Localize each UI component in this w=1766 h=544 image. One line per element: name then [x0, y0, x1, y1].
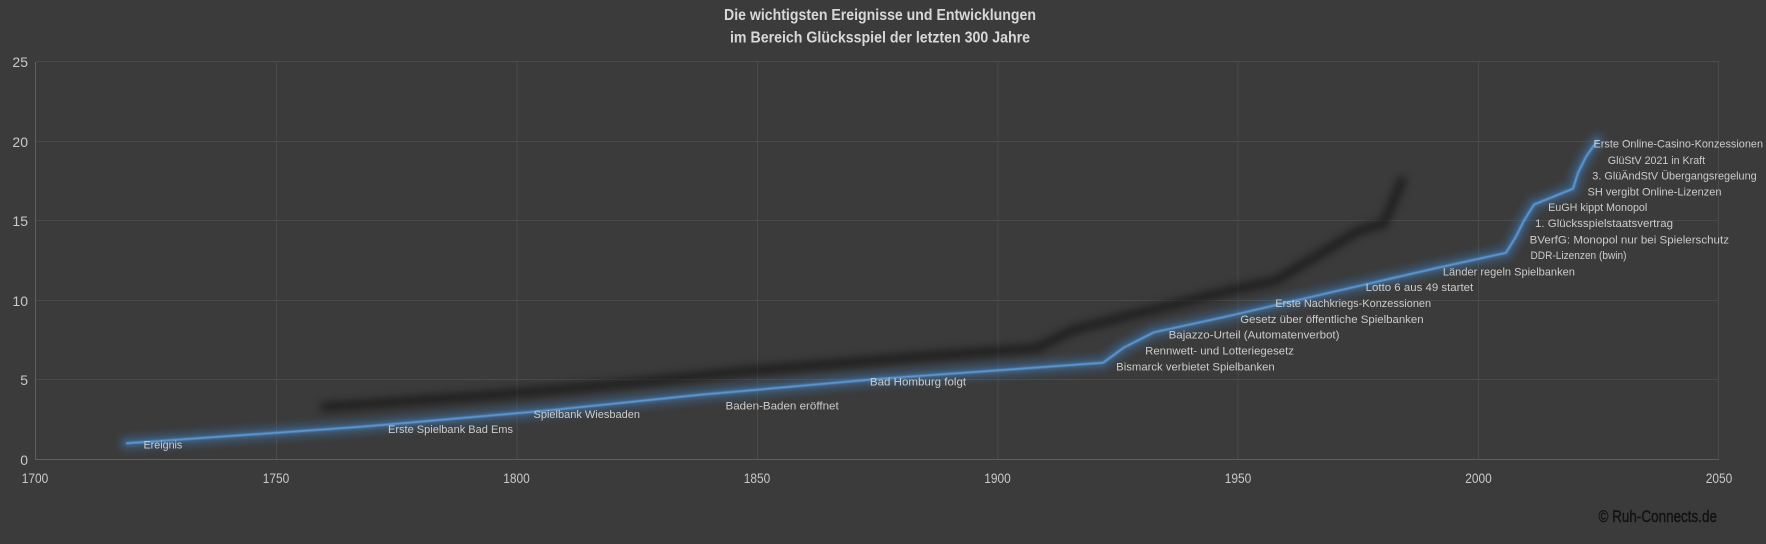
svg-text:Lotto 6 aus 49 startet: Lotto 6 aus 49 startet — [1366, 282, 1474, 294]
svg-text:Rennwett- und Lotteriegesetz: Rennwett- und Lotteriegesetz — [1145, 345, 1294, 357]
svg-text:20: 20 — [12, 134, 28, 150]
svg-text:Länder regeln Spielbanken: Länder regeln Spielbanken — [1443, 266, 1575, 278]
svg-text:Bismarck verbietet Spielbanken: Bismarck verbietet Spielbanken — [1116, 361, 1275, 373]
svg-text:Erste Online-Casino-Konzession: Erste Online-Casino-Konzessionen — [1594, 139, 1764, 151]
svg-text:Erste Spielbank Bad Ems: Erste Spielbank Bad Ems — [388, 424, 513, 436]
svg-text:BVerfG: Monopol nur bei Spiele: BVerfG: Monopol nur bei Spielerschutz — [1530, 235, 1729, 247]
svg-text:1900: 1900 — [984, 470, 1011, 486]
svg-text:1850: 1850 — [744, 470, 771, 486]
svg-text:EuGH kippt Monopol: EuGH kippt Monopol — [1548, 202, 1647, 214]
svg-text:Ereignis: Ereignis — [144, 439, 183, 451]
svg-text:Bajazzo-Urteil (Automatenverbo: Bajazzo-Urteil (Automatenverbot) — [1169, 330, 1340, 342]
svg-text:DDR-Lizenzen (bwin): DDR-Lizenzen (bwin) — [1531, 250, 1627, 262]
svg-text:Die wichtigsten Ereignisse und: Die wichtigsten Ereignisse und Entwicklu… — [724, 7, 1036, 24]
svg-text:2050: 2050 — [1706, 470, 1733, 486]
svg-text:1700: 1700 — [22, 470, 49, 486]
svg-text:1750: 1750 — [263, 470, 290, 486]
svg-text:Gesetz über öffentliche Spielb: Gesetz über öffentliche Spielbanken — [1240, 314, 1423, 326]
svg-text:Spielbank Wiesbaden: Spielbank Wiesbaden — [534, 409, 641, 421]
svg-text:Baden-Baden eröffnet: Baden-Baden eröffnet — [726, 401, 839, 413]
svg-text:1800: 1800 — [503, 470, 530, 486]
svg-text:0: 0 — [20, 452, 28, 468]
svg-text:5: 5 — [20, 372, 28, 388]
svg-text:1. Glücksspielstaatsvertrag: 1. Glücksspielstaatsvertrag — [1535, 218, 1673, 230]
svg-text:2000: 2000 — [1465, 470, 1492, 486]
svg-text:Bad Homburg folgt: Bad Homburg folgt — [870, 377, 966, 389]
svg-text:10: 10 — [12, 293, 28, 309]
svg-text:1950: 1950 — [1225, 470, 1252, 486]
svg-text:25: 25 — [12, 54, 28, 70]
svg-text:15: 15 — [12, 213, 28, 229]
svg-text:SH vergibt Online-Lizenzen: SH vergibt Online-Lizenzen — [1588, 186, 1722, 198]
svg-text:GlüStV 2021 in Kraft: GlüStV 2021 in Kraft — [1608, 155, 1705, 167]
svg-text:im Bereich Glücksspiel der let: im Bereich Glücksspiel der letzten 300 J… — [730, 30, 1030, 47]
svg-text:3. GlüÄndStV Übergangsregelung: 3. GlüÄndStV Übergangsregelung — [1592, 170, 1756, 182]
svg-text:Erste Nachkriegs-Konzessionen: Erste Nachkriegs-Konzessionen — [1275, 298, 1431, 310]
svg-text:© Ruh-Connects.de: © Ruh-Connects.de — [1599, 508, 1718, 526]
